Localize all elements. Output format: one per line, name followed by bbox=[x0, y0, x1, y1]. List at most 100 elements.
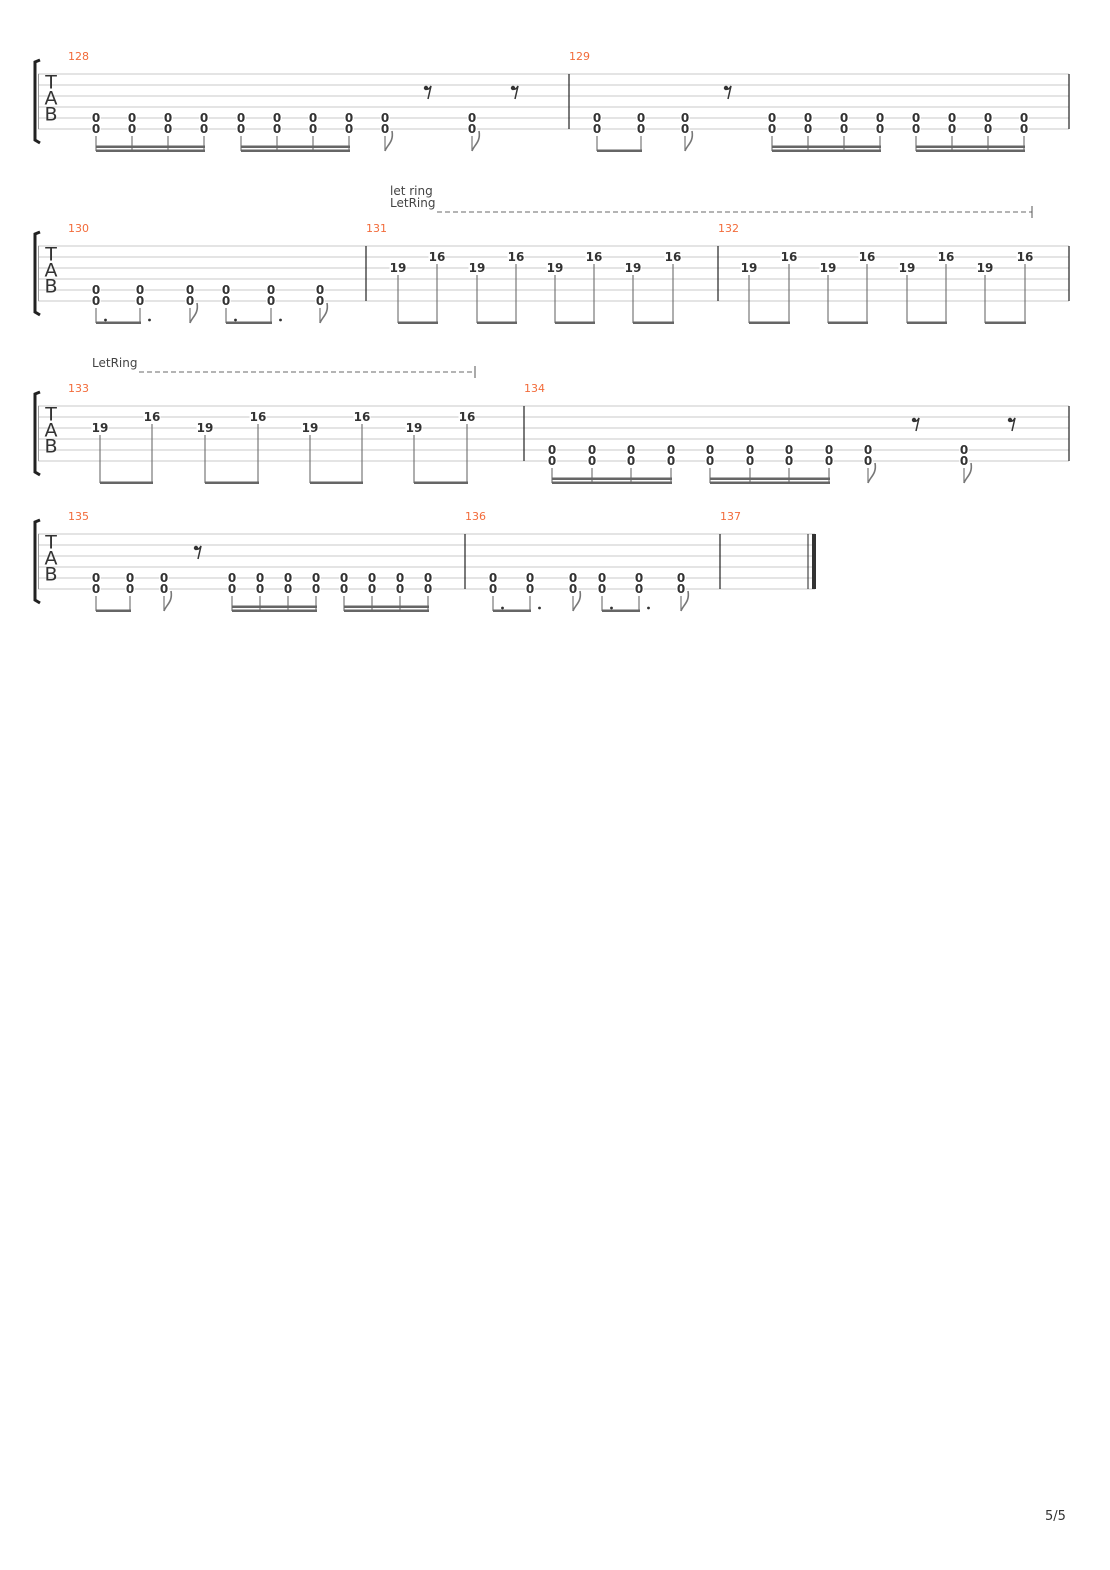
note-chord: 00 bbox=[423, 571, 433, 611]
fret-number: 0 bbox=[876, 111, 884, 125]
note-chord: 00 bbox=[705, 443, 715, 483]
note-chord: 00 bbox=[568, 571, 582, 612]
fret-number: 0 bbox=[92, 122, 100, 136]
note-chord: 00 bbox=[597, 571, 607, 611]
fret-number: 0 bbox=[912, 111, 920, 125]
note-chord: 00 bbox=[227, 571, 237, 611]
note-chord: 00 bbox=[626, 443, 636, 483]
fret-number: 0 bbox=[92, 582, 100, 596]
fret-number: 16 bbox=[665, 250, 682, 264]
fret-number: 0 bbox=[1020, 122, 1028, 136]
note-chord: 00 bbox=[863, 443, 877, 484]
tab-clef-letter: T bbox=[44, 72, 57, 94]
system-bracket bbox=[33, 58, 41, 145]
tab-clef-letter: B bbox=[44, 276, 57, 298]
fret-number: 0 bbox=[746, 443, 754, 457]
eighth-flag-icon bbox=[471, 130, 481, 152]
fret-number: 0 bbox=[256, 582, 264, 596]
fret-number: 0 bbox=[316, 283, 324, 297]
eighth-flag-icon bbox=[319, 302, 329, 324]
fret-number: 0 bbox=[228, 571, 236, 585]
beam bbox=[241, 149, 350, 152]
eighth-flag-icon bbox=[684, 130, 694, 152]
beam bbox=[96, 149, 205, 152]
note-chord: 00 bbox=[125, 571, 135, 611]
beam-secondary bbox=[916, 145, 1025, 148]
fret-number: 0 bbox=[160, 582, 168, 596]
eighth-flag-icon bbox=[867, 462, 877, 484]
fret-number: 0 bbox=[237, 122, 245, 136]
fret-number: 0 bbox=[237, 111, 245, 125]
fret-number: 0 bbox=[960, 454, 968, 468]
fret-number: 0 bbox=[569, 582, 577, 596]
beam bbox=[493, 609, 531, 612]
fret-number: 0 bbox=[92, 571, 100, 585]
fret-number: 0 bbox=[126, 582, 134, 596]
note-chord: 00 bbox=[311, 571, 321, 611]
beam bbox=[916, 149, 1025, 152]
note-chord: 00 bbox=[199, 111, 209, 151]
fret-number: 0 bbox=[785, 443, 793, 457]
note-chord: 00 bbox=[875, 111, 885, 151]
note-chord: 00 bbox=[221, 283, 231, 323]
beam bbox=[344, 609, 429, 612]
beam-secondary bbox=[710, 477, 830, 480]
measure-number: 137 bbox=[720, 510, 741, 523]
rhythm-dot bbox=[104, 318, 107, 322]
fret-number: 0 bbox=[468, 111, 476, 125]
note-chord: 00 bbox=[488, 571, 498, 611]
fret-number: 19 bbox=[977, 261, 994, 275]
fret-number: 0 bbox=[284, 582, 292, 596]
tab-system: TAB1280000000000000000000012900000000000… bbox=[33, 50, 1070, 152]
beam bbox=[772, 149, 881, 152]
beam-secondary bbox=[96, 145, 205, 148]
fret-number: 0 bbox=[92, 294, 100, 308]
eighth-rest-icon bbox=[1007, 417, 1016, 432]
note-chord: 00 bbox=[587, 443, 597, 483]
note-chord: 00 bbox=[467, 111, 481, 152]
note-chord: 00 bbox=[676, 571, 690, 612]
note-chord: 00 bbox=[547, 443, 557, 483]
beam bbox=[710, 481, 830, 484]
measure-number: 130 bbox=[68, 222, 89, 235]
beam-secondary bbox=[772, 145, 881, 148]
measure-number: 136 bbox=[465, 510, 486, 523]
fret-number: 0 bbox=[228, 582, 236, 596]
system-bracket bbox=[33, 518, 41, 605]
beam bbox=[398, 321, 438, 324]
fret-number: 0 bbox=[746, 454, 754, 468]
fret-number: 0 bbox=[489, 571, 497, 585]
fret-number: 19 bbox=[899, 261, 916, 275]
note-chord: 00 bbox=[339, 571, 349, 611]
eighth-rest-icon bbox=[423, 85, 432, 100]
note-chord: 16 bbox=[1016, 250, 1034, 323]
beam bbox=[96, 321, 141, 324]
fret-number: 0 bbox=[345, 122, 353, 136]
let-ring-effect-label: LetRing bbox=[390, 196, 435, 210]
tab-system: TAB1350000000000000000000000136000000000… bbox=[33, 510, 816, 612]
fret-number: 0 bbox=[825, 454, 833, 468]
note-chord: 19 bbox=[196, 421, 214, 483]
measure-number: 133 bbox=[68, 382, 89, 395]
fret-number: 19 bbox=[741, 261, 758, 275]
note-chord: 00 bbox=[91, 111, 101, 151]
fret-number: 0 bbox=[136, 283, 144, 297]
note-chord: 00 bbox=[959, 443, 973, 484]
note-chord: 00 bbox=[159, 571, 173, 612]
note-chord: 00 bbox=[163, 111, 173, 151]
final-barline-thick bbox=[812, 534, 816, 589]
fret-number: 0 bbox=[126, 571, 134, 585]
measure-number: 132 bbox=[718, 222, 739, 235]
note-chord: 19 bbox=[389, 261, 407, 323]
fret-number: 0 bbox=[267, 283, 275, 297]
fret-number: 0 bbox=[635, 582, 643, 596]
fret-number: 0 bbox=[588, 443, 596, 457]
note-chord: 00 bbox=[308, 111, 318, 151]
beam-secondary bbox=[241, 145, 350, 148]
beam bbox=[414, 481, 468, 484]
fret-number: 0 bbox=[273, 111, 281, 125]
let-ring-effect-label: LetRing bbox=[92, 356, 137, 370]
tab-clef-letter: A bbox=[45, 420, 58, 442]
fret-number: 0 bbox=[526, 571, 534, 585]
note-chord: 19 bbox=[546, 261, 564, 323]
